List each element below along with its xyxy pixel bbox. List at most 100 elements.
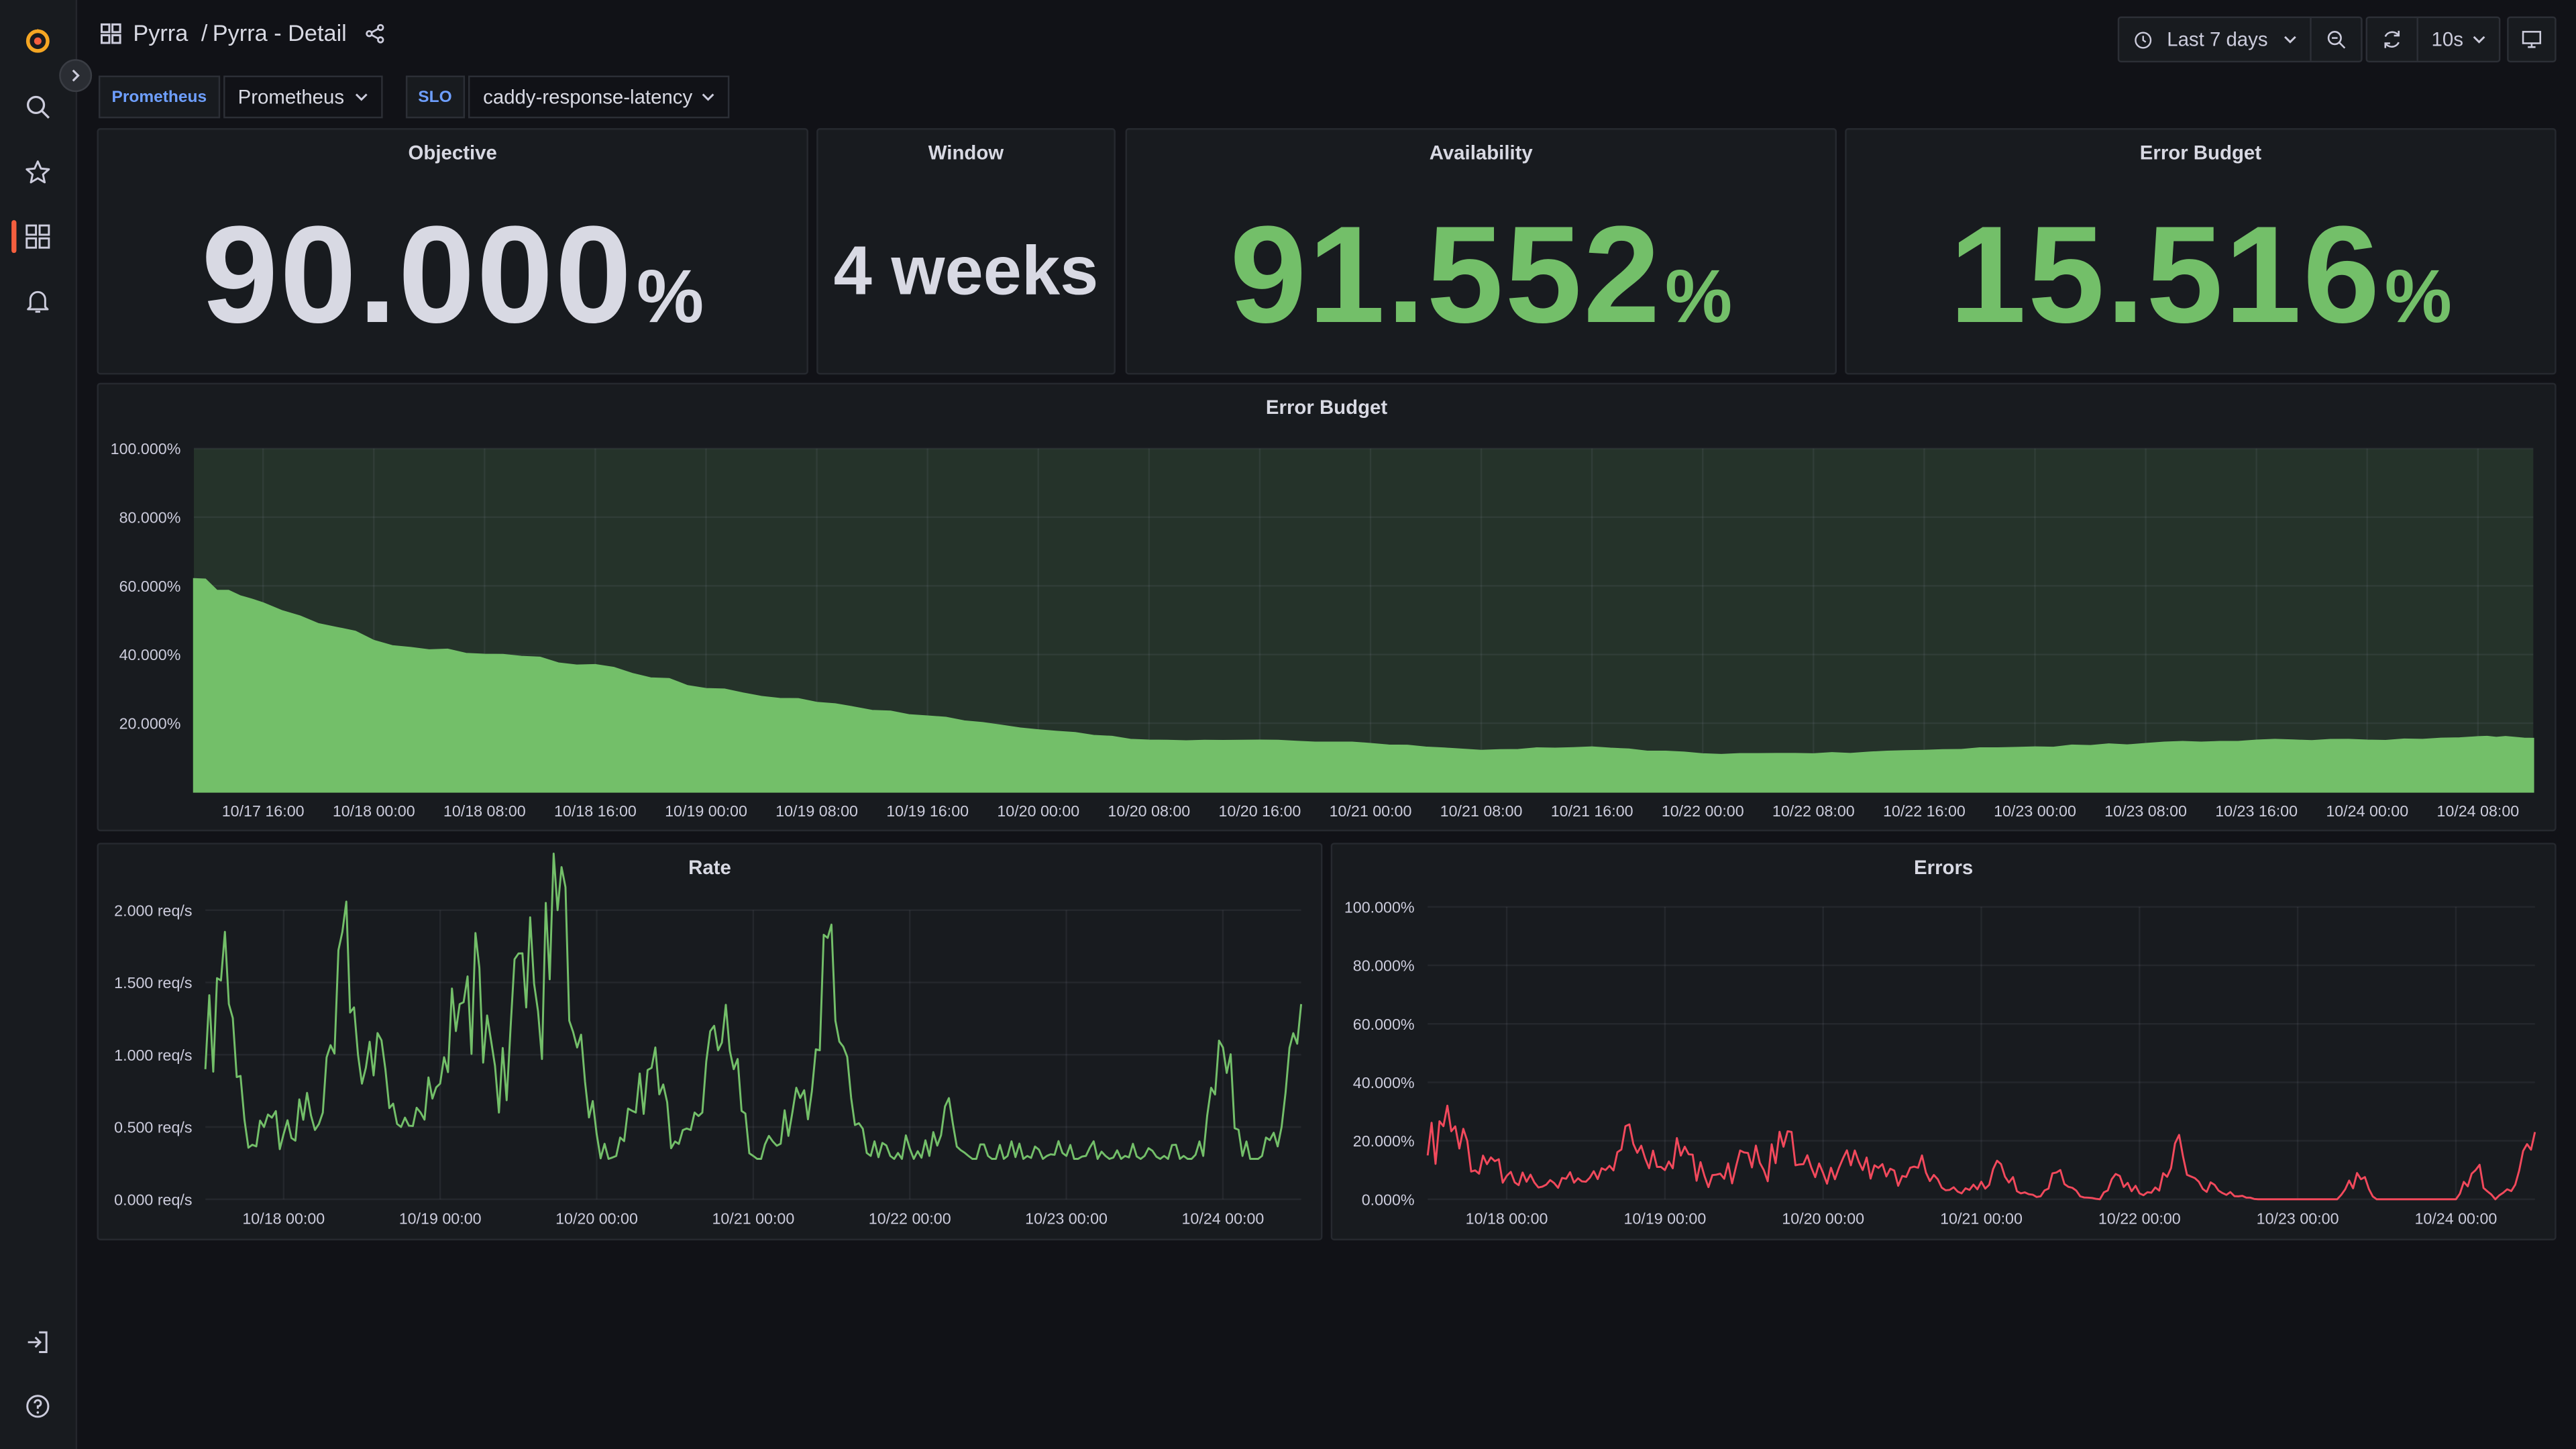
panel-errors-graph[interactable]: Errors 10/18 00:00 10/19 00:00 10/20 00:00… [1330,843,2557,1240]
breadcrumb-dashboard[interactable]: Pyrra - Detail [212,19,347,46]
chevron-down-icon [2284,36,2297,44]
x-tick-label: 10/19 08:00 [775,802,858,820]
y-tick-label: 20.000% [1353,1132,1415,1150]
stat-value: 4 weeks [818,231,1114,311]
refresh-interval-picker[interactable]: 10s [2416,17,2499,61]
y-tick-label: 100.000% [1344,898,1415,916]
variable-select-prometheus[interactable]: Prometheus [223,75,382,119]
panel-error-budget-stat[interactable]: Error Budget 15.516% [1845,128,2557,375]
y-tick-label: 2.000 req/s [114,902,192,919]
panel-title: Errors [1914,855,1974,879]
x-tick-label: 10/19 00:00 [399,1210,482,1228]
search-icon[interactable] [18,87,58,127]
y-tick-label: 60.000% [1353,1016,1415,1033]
x-tick-label: 10/19 00:00 [1623,1210,1706,1228]
chevron-down-icon [2473,36,2486,44]
x-tick-label: 10/18 00:00 [242,1210,325,1228]
x-tick-label: 10/18 16:00 [554,802,637,820]
x-tick-label: 10/24 00:00 [1182,1210,1265,1228]
refresh-group: 10s [2365,16,2502,63]
refresh-button[interactable] [2367,18,2416,61]
x-tick-label: 10/20 00:00 [555,1210,638,1228]
x-tick-label: 10/19 00:00 [665,802,747,820]
rate-chart: 10/18 00:00 10/19 00:00 10/20 00:00 10/21 0… [114,853,1303,1228]
series-line [1426,1104,2536,1201]
stat-unit: % [636,253,704,339]
stat-number: 4 weeks [833,231,1099,309]
panel-objective[interactable]: Objective 90.000% [97,128,808,375]
panel-title: Rate [688,855,731,879]
expand-sidebar-button[interactable] [59,59,93,93]
active-indicator [11,220,17,254]
chevron-down-icon [702,93,715,101]
x-tick-label: 10/21 00:00 [712,1210,794,1228]
series-area [193,578,2534,793]
time-range-picker[interactable]: Last 7 days [2119,18,2310,61]
top-navbar: Pyrra / Pyrra - Detail Last 7 days 10s [76,0,2576,72]
stat-number: 90.000 [201,197,634,352]
x-tick-label: 10/24 00:00 [2326,802,2408,820]
x-tick-label: 10/18 00:00 [333,802,415,820]
x-tick-label: 10/18 08:00 [443,802,526,820]
panel-window[interactable]: Window 4 weeks [816,128,1116,375]
y-tick-label: 40.000% [119,646,181,663]
x-tick-label: 10/22 08:00 [1772,802,1855,820]
stat-unit: % [1665,253,1733,339]
tv-mode-cell [2520,18,2543,61]
help-icon[interactable] [18,1387,58,1426]
y-tick-label: 20.000% [119,715,181,733]
y-tick-label: 80.000% [119,509,181,527]
x-tick-label: 10/23 00:00 [1994,802,2076,820]
x-tick-label: 10/22 16:00 [1883,802,1966,820]
variable-value: caddy-response-latency [483,85,693,109]
variable-value: Prometheus [237,85,345,109]
x-tick-label: 10/19 16:00 [886,802,969,820]
y-tick-label: 1.000 req/s [114,1046,192,1064]
y-tick-label: 0.000 req/s [114,1191,192,1208]
breadcrumb-folder[interactable]: Pyrra [133,19,189,46]
stat-unit: % [2384,253,2452,339]
panel-error-budget-graph[interactable]: Error Budget 10/17 16:00 10/18 00:00 10/18… [97,382,2557,832]
panel-title: Window [928,141,1004,164]
stat-value: 90.000% [99,195,807,355]
refresh-interval-label: 10s [2431,28,2463,51]
variables-row: Prometheus Prometheus SLO caddy-response… [98,75,731,119]
x-tick-label: 10/20 00:00 [1782,1210,1864,1228]
sidebar [0,0,93,1449]
panel-rate-graph[interactable]: Rate 10/18 00:00 10/19 00:00 10/20 00:00 10… [97,843,1323,1240]
x-tick-label: 10/22 00:00 [1662,802,1744,820]
x-tick-label: 10/23 08:00 [2104,802,2187,820]
star-icon[interactable] [18,153,58,193]
stat-number: 15.516 [1949,197,2381,352]
panel-title: Error Budget [2139,141,2262,164]
x-tick-label: 10/18 00:00 [1466,1210,1548,1228]
x-tick-label: 10/23 16:00 [2215,802,2298,820]
share-icon[interactable] [363,21,388,46]
time-range-label: Last 7 days [2167,28,2268,51]
breadcrumb-separator: / [201,19,208,46]
y-tick-label: 1.500 req/s [114,974,192,991]
chevron-right-icon [72,69,80,82]
zoom-out-icon [2328,31,2347,49]
variable-select-slo[interactable]: caddy-response-latency [468,75,731,119]
tv-mode-button[interactable] [2507,16,2557,63]
x-tick-label: 10/17 16:00 [222,802,305,820]
x-tick-label: 10/21 16:00 [1551,802,1633,820]
sign-in-icon[interactable] [18,1322,58,1362]
x-tick-label: 10/23 00:00 [2257,1210,2339,1228]
x-tick-label: 10/20 08:00 [1108,802,1190,820]
stat-value: 91.552% [1127,195,1835,355]
x-tick-label: 10/20 00:00 [997,802,1079,820]
y-tick-label: 0.500 req/s [114,1119,192,1136]
panel-availability[interactable]: Availability 91.552% [1125,128,1837,375]
zoom-out-button[interactable] [2310,17,2361,61]
y-tick-label: 60.000% [119,578,181,595]
errors-chart: 10/18 00:00 10/19 00:00 10/20 00:00 10/21 0… [1344,898,2536,1228]
clock-icon [2135,31,2152,48]
chevron-down-icon [354,93,367,101]
grafana-logo-icon[interactable] [18,21,58,61]
bell-icon[interactable] [18,281,58,321]
dashboards-icon[interactable] [18,217,58,256]
stat-number: 91.552 [1230,197,1662,352]
